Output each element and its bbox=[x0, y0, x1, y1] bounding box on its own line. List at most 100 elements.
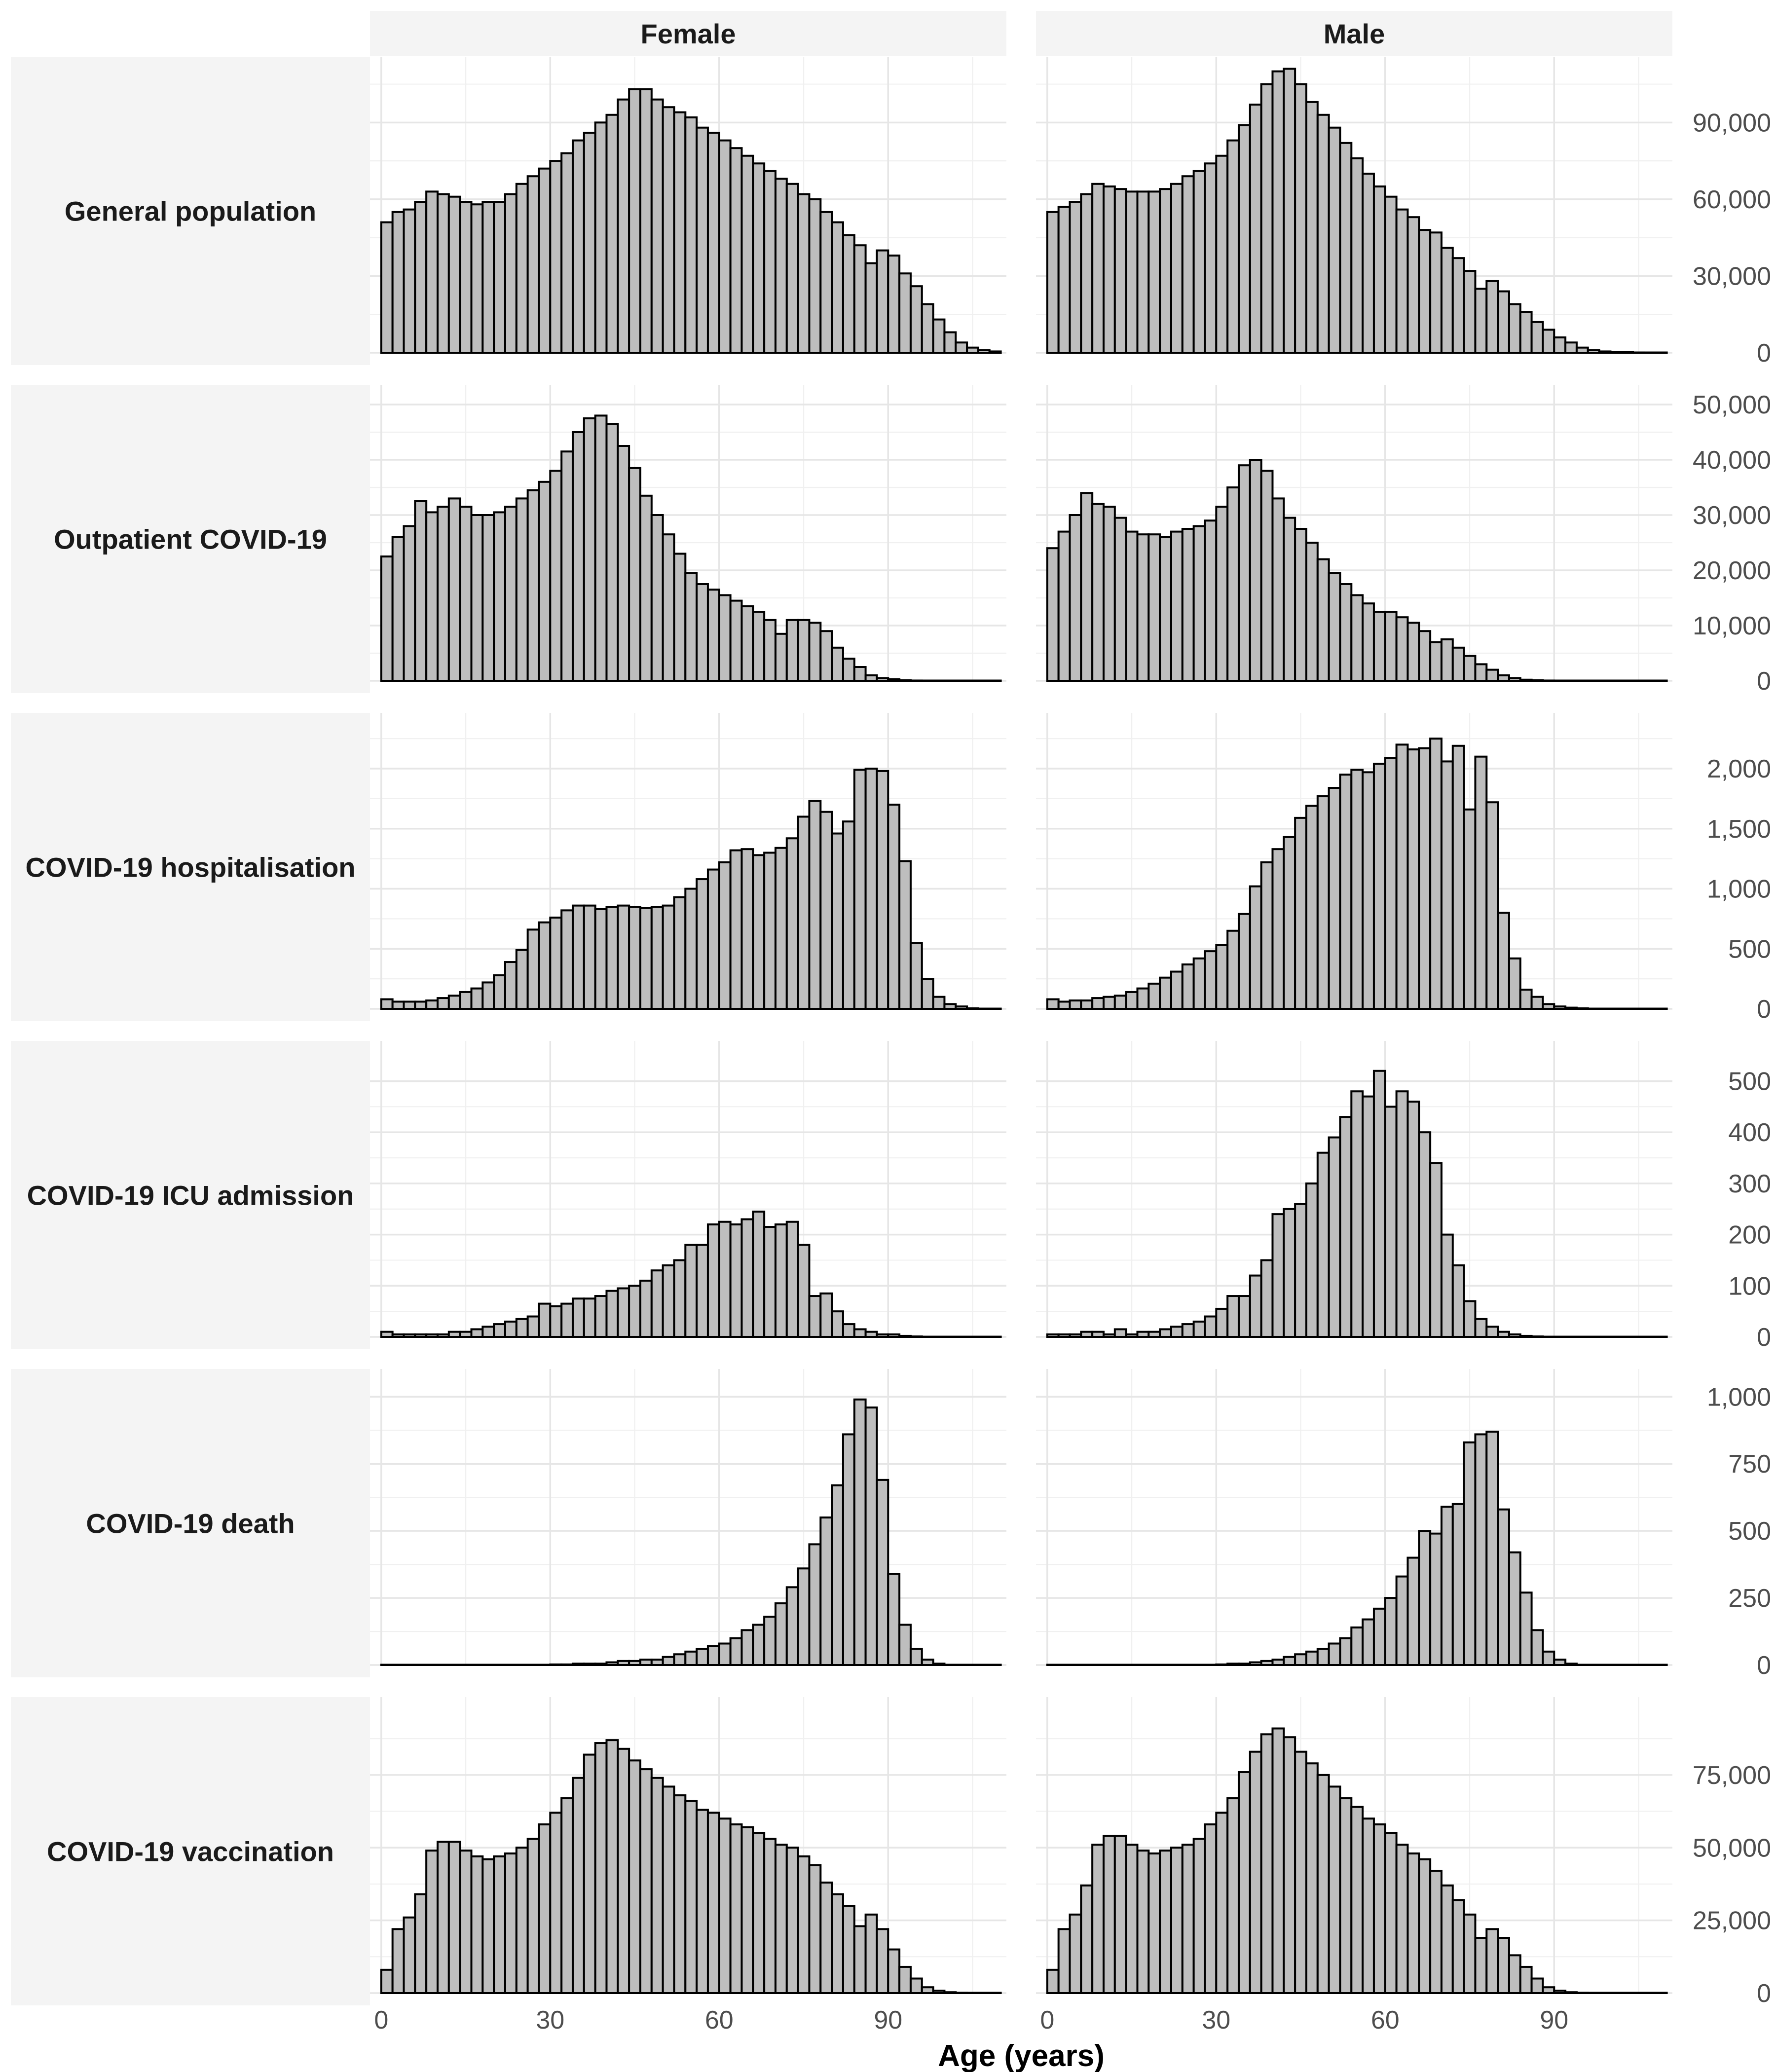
bar-female-age-54 bbox=[684, 1244, 698, 1338]
y-tick-label: 40,000 bbox=[1693, 446, 1771, 475]
bar-female-age-80 bbox=[831, 1484, 844, 1666]
bar-female-age-14 bbox=[459, 1850, 473, 1995]
bar-female-age-10 bbox=[436, 1333, 450, 1338]
bar-female-age-78 bbox=[819, 1882, 833, 1994]
bar-female-age-70 bbox=[774, 847, 788, 1010]
bar-female-age-100 bbox=[943, 1003, 957, 1010]
bar-male-age-86 bbox=[1530, 1629, 1544, 1666]
bar-female-age-104 bbox=[966, 1007, 979, 1010]
bar-female-age-94 bbox=[909, 1335, 923, 1338]
bar-female-age-54 bbox=[684, 572, 698, 682]
bar-female-age-18 bbox=[481, 201, 495, 354]
bar-male-age-26 bbox=[1192, 1838, 1206, 1994]
bar-female-age-82 bbox=[842, 1433, 855, 1666]
bar-female-age-66 bbox=[752, 1624, 766, 1666]
bar-female-age-46 bbox=[639, 907, 653, 1010]
bar-female-age-34 bbox=[571, 904, 585, 1010]
bar-female-age-108 bbox=[988, 350, 1002, 354]
bar-male-age-56 bbox=[1362, 602, 1375, 682]
bar-female-age-10 bbox=[436, 997, 450, 1010]
bar-male-age-72 bbox=[1451, 1503, 1465, 1666]
bar-female-age-0 bbox=[380, 1331, 394, 1338]
bar-male-age-72 bbox=[1451, 646, 1465, 682]
y-tick-label: 100 bbox=[1728, 1272, 1771, 1300]
bar-female-age-6 bbox=[414, 201, 428, 354]
bar-female-age-38 bbox=[594, 414, 608, 682]
panel-covid-19-hospitalisation-male bbox=[1036, 713, 1672, 1010]
bar-female-age-68 bbox=[763, 851, 777, 1010]
bar-male-age-4 bbox=[1069, 1333, 1082, 1338]
bar-female-age-98 bbox=[932, 1663, 946, 1666]
bar-female-age-44 bbox=[628, 1660, 641, 1666]
bar-male-age-8 bbox=[1091, 1844, 1105, 1994]
row-label-bg-covid-19-hospitalisation bbox=[11, 713, 370, 1021]
strip-label-female: Female bbox=[641, 18, 736, 49]
bar-female-age-32 bbox=[560, 152, 574, 354]
bar-female-age-24 bbox=[515, 183, 529, 354]
bar-male-age-62 bbox=[1395, 743, 1409, 1010]
bar-female-age-22 bbox=[504, 961, 518, 1010]
bar-female-age-98 bbox=[932, 318, 946, 354]
bar-male-age-60 bbox=[1384, 195, 1398, 354]
bar-female-age-70 bbox=[774, 1223, 788, 1338]
bar-female-age-22 bbox=[504, 1320, 518, 1338]
bar-male-age-74 bbox=[1463, 1441, 1477, 1666]
bar-female-age-16 bbox=[470, 514, 484, 682]
bar-male-age-14 bbox=[1125, 1844, 1139, 1994]
bar-female-age-62 bbox=[729, 147, 743, 354]
y-tick-label: 50,000 bbox=[1693, 1834, 1771, 1862]
bar-female-age-64 bbox=[740, 848, 754, 1010]
bar-male-age-22 bbox=[1170, 1326, 1184, 1338]
bar-female-age-16 bbox=[470, 987, 484, 1010]
row-label-bg-covid-19-vaccination bbox=[11, 1697, 370, 2005]
bar-female-age-96 bbox=[921, 303, 934, 354]
bar-male-age-84 bbox=[1519, 1591, 1533, 1666]
bar-male-age-14 bbox=[1125, 530, 1139, 682]
bar-female-age-70 bbox=[774, 1844, 788, 1994]
panel-outpatient-covid-19-female bbox=[370, 385, 1006, 682]
y-tick-label: 20,000 bbox=[1693, 556, 1771, 585]
bar-male-age-26 bbox=[1192, 957, 1206, 1010]
bar-male-age-34 bbox=[1237, 1771, 1251, 1994]
bar-male-age-76 bbox=[1474, 663, 1488, 682]
bar-male-age-80 bbox=[1497, 912, 1510, 1010]
bar-male-age-20 bbox=[1159, 536, 1172, 682]
bar-male-age-66 bbox=[1418, 1530, 1432, 1666]
bar-male-age-54 bbox=[1350, 1806, 1364, 1994]
bar-male-age-90 bbox=[1553, 1990, 1567, 1994]
bar-male-age-86 bbox=[1530, 679, 1544, 682]
bar-female-age-104 bbox=[966, 1992, 979, 1994]
bar-female-age-32 bbox=[560, 450, 574, 682]
bar-male-age-104 bbox=[1632, 1992, 1645, 1994]
y-tick-label: 300 bbox=[1728, 1170, 1771, 1198]
bar-male-age-36 bbox=[1249, 459, 1262, 682]
bar-male-age-8 bbox=[1091, 997, 1105, 1010]
bar-male-age-22 bbox=[1170, 183, 1184, 354]
bar-male-age-54 bbox=[1350, 1090, 1364, 1338]
bar-male-age-54 bbox=[1350, 594, 1364, 682]
bar-male-age-96 bbox=[1587, 349, 1600, 354]
bar-male-age-86 bbox=[1530, 1977, 1544, 1995]
bar-female-age-42 bbox=[617, 1287, 630, 1338]
bar-female-age-2 bbox=[391, 1000, 405, 1010]
bar-female-age-90 bbox=[887, 804, 901, 1010]
bar-female-age-64 bbox=[740, 154, 754, 354]
bar-male-age-76 bbox=[1474, 1937, 1488, 1994]
bar-female-age-78 bbox=[819, 630, 833, 682]
bar-male-age-92 bbox=[1564, 1991, 1578, 1995]
bar-male-age-4 bbox=[1069, 999, 1082, 1010]
bar-male-age-88 bbox=[1542, 329, 1555, 354]
bar-female-age-36 bbox=[583, 417, 596, 682]
bar-female-age-40 bbox=[605, 1290, 619, 1338]
bar-male-age-76 bbox=[1474, 1318, 1488, 1338]
bar-female-age-82 bbox=[842, 1905, 855, 1995]
bar-female-age-60 bbox=[718, 1642, 732, 1666]
bar-female-age-42 bbox=[617, 1660, 630, 1666]
bar-female-age-68 bbox=[763, 170, 777, 354]
bar-male-age-106 bbox=[1643, 1992, 1657, 1994]
bar-female-age-96 bbox=[921, 978, 934, 1010]
bar-male-age-40 bbox=[1271, 1213, 1285, 1338]
bar-female-age-68 bbox=[763, 1226, 777, 1338]
bar-female-age-12 bbox=[447, 195, 461, 354]
